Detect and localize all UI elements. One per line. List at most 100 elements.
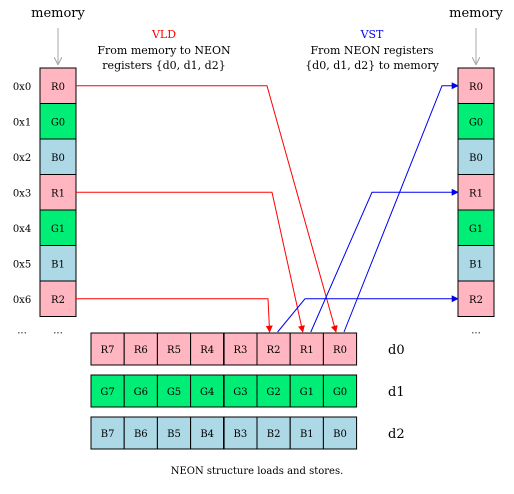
register-d0: R7 R6 R5 R4 R3 R2 R1 R0 d0 [90, 332, 405, 366]
register-lane: B4 [190, 416, 225, 450]
left-memory-cell: G0 [39, 103, 77, 140]
register-name: d2 [388, 427, 405, 442]
register-lane-label: B7 [101, 429, 115, 440]
vld-description: VLD From memory to NEON registers {d0, d… [97, 28, 231, 72]
right-memory-cell-label: G1 [469, 224, 483, 235]
address-labels: 0x0 0x1 0x2 0x3 0x4 0x5 0x6... [13, 82, 31, 337]
register-d1: G7 G6 G5 G4 G3 G2 G1 G0 d1 [90, 374, 405, 408]
register-lane: G2 [256, 374, 291, 408]
right-memory-title: memory [449, 6, 503, 21]
register-lane-box [156, 332, 192, 366]
register-lane-box [322, 332, 358, 366]
vld-line2: registers {d0, d1, d2} [102, 59, 225, 72]
left-memory-cell-label: G1 [51, 224, 65, 235]
register-lane-box [190, 374, 225, 408]
register-lane: B7 [90, 416, 125, 450]
vld-line1: From memory to NEON [97, 44, 231, 57]
left-memory-cell-box [39, 280, 77, 317]
register-lane: R3 [223, 332, 258, 366]
vld-arrow [76, 85, 338, 333]
register-lane: G0 [322, 374, 358, 408]
right-memory-cell: B0 [457, 138, 495, 175]
register-lane: G6 [123, 374, 158, 408]
register-lane: R7 [90, 332, 125, 366]
right-memory-cell-label: R1 [469, 188, 483, 199]
vld-arrow [76, 191, 305, 333]
address-label: 0x1 [13, 117, 31, 128]
register-lane-label: R3 [233, 345, 247, 356]
left-memory-cell-label: B1 [51, 259, 65, 270]
left-memory-cell-box [39, 209, 77, 246]
register-lane-label: B3 [234, 429, 248, 440]
register-lane-label: B4 [200, 429, 214, 440]
right-memory-cell-label: G0 [469, 117, 483, 128]
right-memory-cell-box [457, 280, 495, 317]
right-memory-cell: G0 [457, 103, 495, 140]
register-lane-label: R4 [200, 345, 214, 356]
register-name: d0 [388, 343, 405, 358]
address-label: 0x2 [13, 153, 31, 164]
right-memory-cell: R2 [457, 280, 495, 317]
register-lane-box [322, 374, 358, 408]
register-lane-box [156, 374, 192, 408]
register-lane-label: G1 [300, 387, 314, 398]
register-lane-label: G0 [333, 387, 347, 398]
vld-arrow [76, 298, 273, 333]
left-memory-cell-label: R0 [51, 82, 65, 93]
register-lane: R1 [289, 332, 324, 366]
left-memory-cell-box [39, 103, 77, 140]
register-lane-box [123, 374, 158, 408]
right-memory-cell-label: R0 [469, 82, 483, 93]
address-label: ... [17, 326, 27, 337]
right-memory-cell: R1 [457, 174, 495, 211]
register-lane: R2 [256, 332, 291, 366]
vst-line1: From NEON registers [310, 44, 433, 57]
register-lane-box [123, 332, 158, 366]
caption: NEON structure loads and stores. [171, 466, 344, 477]
right-memory-ellipsis: ... [471, 326, 481, 337]
neon-registers: R7 R6 R5 R4 R3 R2 R1 R0 d0 G7 G6 G5 G4 G3 G2 G1 G0 d1 B7 B6… [90, 332, 405, 450]
register-lane: R0 [322, 332, 358, 366]
register-lane-box [289, 374, 324, 408]
right-memory-cell: R0 [457, 67, 495, 104]
register-lane: R5 [156, 332, 192, 366]
register-lane-label: G4 [200, 387, 214, 398]
right-memory-cell-label: B1 [469, 259, 483, 270]
register-lane-label: G6 [134, 387, 148, 398]
vst-arrow [310, 188, 459, 333]
right-memory-cell-label: R2 [469, 295, 483, 306]
transfer-arrows [76, 82, 459, 333]
right-memory-cell-box [457, 245, 495, 282]
register-lane: G3 [223, 374, 258, 408]
right-memory-cell-box [457, 174, 495, 211]
register-lane: B6 [123, 416, 158, 450]
register-lane-label: R2 [267, 345, 281, 356]
register-lane-label: R1 [300, 345, 314, 356]
register-lane-box [289, 416, 324, 450]
left-memory-cell-label: G0 [51, 117, 65, 128]
address-label: 0x4 [13, 224, 31, 235]
register-lane: G4 [190, 374, 225, 408]
register-lane-label: B5 [167, 429, 181, 440]
register-lane-label: B2 [267, 429, 281, 440]
address-label: 0x0 [13, 82, 31, 93]
vst-arrow [277, 295, 459, 333]
register-lane: B0 [322, 416, 358, 450]
vld-title: VLD [151, 28, 176, 41]
left-memory-column: R0 G0 B0 R1 G1 B1 R2... [39, 67, 77, 337]
register-lane-label: G5 [167, 387, 181, 398]
left-memory-cell-label: R1 [51, 188, 65, 199]
register-lane: G1 [289, 374, 324, 408]
left-memory-cell: R2 [39, 280, 77, 317]
left-memory-cell-label: B0 [51, 153, 65, 164]
register-lane-label: R7 [101, 345, 115, 356]
register-lane: B3 [223, 416, 258, 450]
register-lane-box [289, 332, 324, 366]
register-lane-label: G3 [233, 387, 247, 398]
register-lane-label: G2 [266, 387, 280, 398]
right-memory-cell-box [457, 209, 495, 246]
register-lane: R4 [190, 332, 225, 366]
left-memory-cell: B1 [39, 245, 77, 282]
